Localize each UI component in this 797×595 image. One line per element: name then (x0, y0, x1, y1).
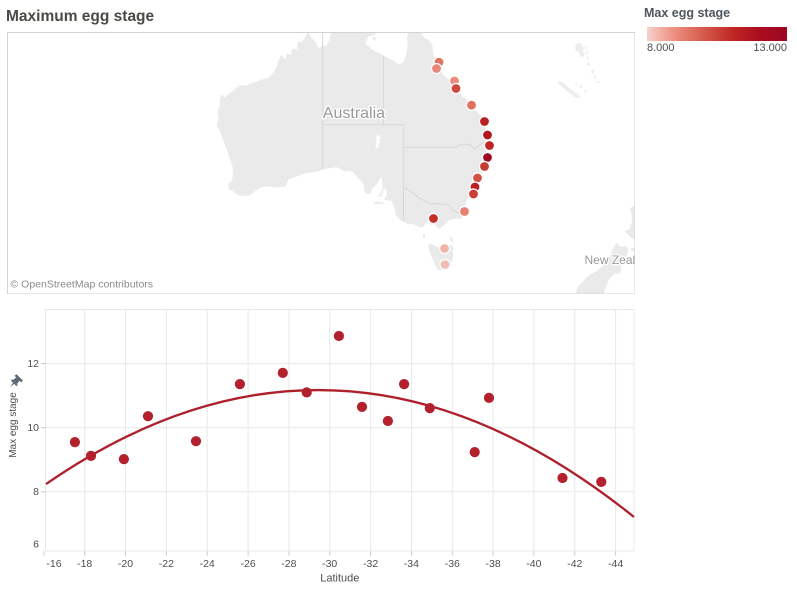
svg-text:-36: -36 (445, 558, 460, 570)
svg-text:-34: -34 (404, 558, 419, 570)
svg-text:-18: -18 (77, 558, 92, 570)
svg-text:-16: -16 (46, 558, 61, 570)
svg-text:New Zealand: New Zealand (584, 253, 635, 267)
svg-text:© OpenStreetMap contributors: © OpenStreetMap contributors (10, 278, 153, 290)
svg-text:12: 12 (27, 358, 39, 370)
svg-text:-38: -38 (486, 558, 501, 570)
svg-text:Latitude: Latitude (320, 573, 359, 585)
svg-text:6: 6 (33, 539, 39, 551)
svg-text:Australia: Australia (322, 105, 384, 122)
svg-text:-32: -32 (363, 558, 378, 570)
svg-text:-40: -40 (526, 558, 541, 570)
svg-text:-24: -24 (200, 558, 215, 570)
svg-text:-26: -26 (241, 558, 256, 570)
svg-text:-44: -44 (608, 558, 623, 570)
svg-text:-22: -22 (159, 558, 174, 570)
svg-text:-42: -42 (567, 558, 582, 570)
svg-text:-28: -28 (281, 558, 296, 570)
svg-text:-20: -20 (118, 558, 133, 570)
svg-text:8: 8 (33, 486, 39, 498)
svg-text:10: 10 (27, 422, 39, 434)
svg-text:Max egg stage: Max egg stage (8, 392, 19, 458)
svg-text:-30: -30 (322, 558, 337, 570)
